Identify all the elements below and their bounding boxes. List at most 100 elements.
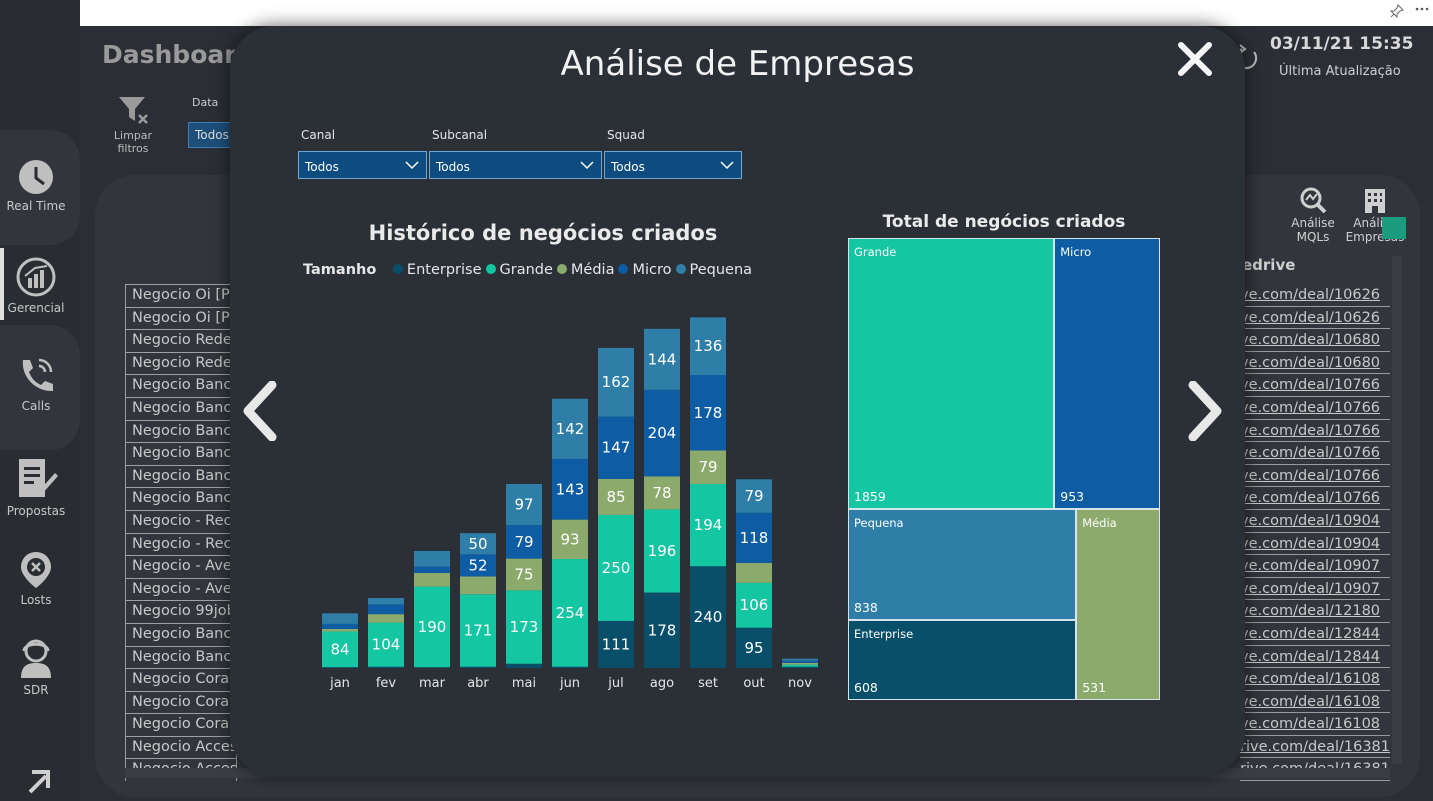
sidebar-item-real-time[interactable]: Real Time [0, 158, 72, 213]
bar-segment-micro-ago[interactable] [644, 389, 680, 477]
bar-segment-enterprise-abr[interactable] [460, 666, 496, 668]
table-link[interactable]: ve.com/deal/12844 [1240, 623, 1390, 646]
table-link[interactable]: ve.com/deal/10766 [1240, 442, 1390, 465]
table-link[interactable]: ve.com/deal/12180 [1240, 600, 1390, 623]
sidebar-item-propostas[interactable]: Propostas [0, 455, 72, 518]
bar-segment-média-ago[interactable] [644, 476, 680, 510]
sidebar-item-losts[interactable]: Losts [0, 550, 72, 607]
sidebar-item-sdr[interactable]: SDR [0, 638, 72, 697]
legend-item-pequena[interactable]: Pequena [674, 262, 752, 278]
expand-arrow-icon[interactable] [26, 768, 52, 798]
legend-item-grande[interactable]: Grande [484, 262, 553, 278]
bar-segment-enterprise-nov[interactable] [782, 666, 818, 668]
bar-segment-micro-jul[interactable] [598, 416, 634, 479]
sidebar-item-gerencial[interactable]: Gerencial [0, 256, 72, 315]
table-link[interactable]: ve.com/deal/16108 [1240, 713, 1390, 736]
vertical-scrollbar[interactable] [1392, 256, 1402, 764]
table-link[interactable]: ve.com/deal/10766 [1240, 487, 1390, 510]
legend-item-enterprise[interactable]: Enterprise [391, 262, 482, 278]
bar-segment-enterprise-mai[interactable] [506, 663, 542, 668]
previous-page-button[interactable] [240, 380, 280, 442]
legend-item-micro[interactable]: Micro [616, 262, 672, 278]
bar-segment-pequena-nov[interactable] [782, 658, 818, 661]
bar-segment-micro-abr[interactable] [460, 554, 496, 577]
bar-segment-grande-mar[interactable] [414, 586, 450, 668]
bar-segment-grande-ago[interactable] [644, 509, 680, 593]
table-link[interactable]: ve.com/deal/12844 [1240, 646, 1390, 669]
bar-segment-micro-fev[interactable] [368, 604, 404, 615]
treemap-tile-enterprise[interactable]: Enterprise 608 [848, 619, 1077, 700]
bar-segment-grande-set[interactable] [690, 483, 726, 567]
table-link[interactable]: ve.com/deal/10907 [1240, 578, 1390, 601]
table-link[interactable]: ve.com/deal/10907 [1240, 555, 1390, 578]
bar-segment-grande-jan[interactable] [322, 631, 358, 668]
bar-segment-pequena-set[interactable] [690, 317, 726, 376]
treemap-tile-pequena[interactable]: Pequena 838 [848, 509, 1077, 620]
bar-segment-micro-jun[interactable] [552, 458, 588, 520]
table-link[interactable]: ve.com/deal/10904 [1240, 533, 1390, 556]
bar-segment-micro-jan[interactable] [322, 623, 358, 629]
bar-segment-micro-out[interactable] [736, 512, 772, 563]
subcanal-dropdown[interactable]: Todos [429, 151, 602, 179]
table-link[interactable]: rive.com/deal/16381 [1240, 736, 1390, 759]
bar-segment-grande-abr[interactable] [460, 594, 496, 667]
bar-segment-grande-mai[interactable] [506, 590, 542, 664]
bar-segment-pequena-jun[interactable] [552, 398, 588, 459]
bar-segment-pequena-jan[interactable] [322, 613, 358, 624]
bar-segment-média-mai[interactable] [506, 558, 542, 591]
squad-dropdown[interactable]: Todos [604, 151, 742, 179]
bar-segment-grande-nov[interactable] [782, 664, 818, 667]
bar-segment-micro-nov[interactable] [782, 660, 818, 663]
bar-segment-enterprise-fev[interactable] [368, 666, 404, 668]
bar-segment-média-jun[interactable] [552, 519, 588, 560]
bar-segment-pequena-fev[interactable] [368, 598, 404, 605]
treemap-tile-micro[interactable]: Micro 953 [1054, 238, 1160, 510]
bar-segment-micro-mar[interactable] [414, 566, 450, 574]
legend-item-média[interactable]: Média [555, 262, 614, 278]
bar-segment-média-jan[interactable] [322, 628, 358, 632]
bar-segment-enterprise-out[interactable] [736, 627, 772, 668]
bar-segment-pequena-abr[interactable] [460, 533, 496, 555]
table-link[interactable]: ve.com/deal/10626 [1240, 307, 1390, 330]
table-link[interactable]: ve.com/deal/10680 [1240, 352, 1390, 375]
bar-segment-grande-jun[interactable] [552, 559, 588, 667]
table-link[interactable]: ve.com/deal/10626 [1240, 284, 1390, 307]
close-button[interactable] [1174, 38, 1216, 80]
table-link[interactable]: ve.com/deal/16108 [1240, 691, 1390, 714]
table-link[interactable]: ve.com/deal/10766 [1240, 465, 1390, 488]
bar-segment-grande-out[interactable] [736, 582, 772, 628]
bar-segment-enterprise-jun[interactable] [552, 666, 588, 668]
bar-segment-média-nov[interactable] [782, 662, 818, 665]
bar-segment-enterprise-jul[interactable] [598, 620, 634, 668]
bar-segment-média-out[interactable] [736, 562, 772, 583]
bar-segment-micro-set[interactable] [690, 375, 726, 451]
more-options-icon[interactable] [1414, 2, 1430, 17]
treemap-tile-grande[interactable]: Grande 1859 [848, 238, 1055, 510]
bar-segment-pequena-mai[interactable] [506, 483, 542, 526]
bar-segment-enterprise-mar[interactable] [414, 667, 450, 668]
bar-segment-pequena-ago[interactable] [644, 328, 680, 390]
analise-mqls-button[interactable]: Análise MQLs [1283, 186, 1343, 244]
bar-segment-média-jul[interactable] [598, 478, 634, 515]
bar-segment-pequena-out[interactable] [736, 479, 772, 513]
date-filter-select[interactable]: Todos [188, 122, 234, 148]
next-page-button[interactable] [1185, 380, 1225, 442]
bar-segment-pequena-jul[interactable] [598, 347, 634, 417]
sidebar-item-calls[interactable]: Calls [0, 354, 72, 413]
bar-segment-média-fev[interactable] [368, 614, 404, 623]
bar-segment-grande-jul[interactable] [598, 514, 634, 621]
table-link[interactable]: ve.com/deal/10766 [1240, 374, 1390, 397]
table-link[interactable]: ve.com/deal/10680 [1240, 329, 1390, 352]
bar-segment-pequena-mar[interactable] [414, 550, 450, 567]
table-link[interactable]: ve.com/deal/10766 [1240, 420, 1390, 443]
table-link[interactable]: ve.com/deal/10766 [1240, 397, 1390, 420]
bar-segment-média-set[interactable] [690, 450, 726, 484]
clear-filters-button[interactable]: Limpar filtros [100, 95, 166, 155]
bar-segment-média-mar[interactable] [414, 573, 450, 587]
bar-segment-enterprise-set[interactable] [690, 566, 726, 668]
treemap-tile-média[interactable]: Média 531 [1076, 509, 1160, 700]
bar-segment-enterprise-jan[interactable] [322, 667, 358, 668]
canal-dropdown[interactable]: Todos [298, 151, 427, 179]
table-link[interactable]: ve.com/deal/16108 [1240, 668, 1390, 691]
bar-segment-média-abr[interactable] [460, 576, 496, 595]
